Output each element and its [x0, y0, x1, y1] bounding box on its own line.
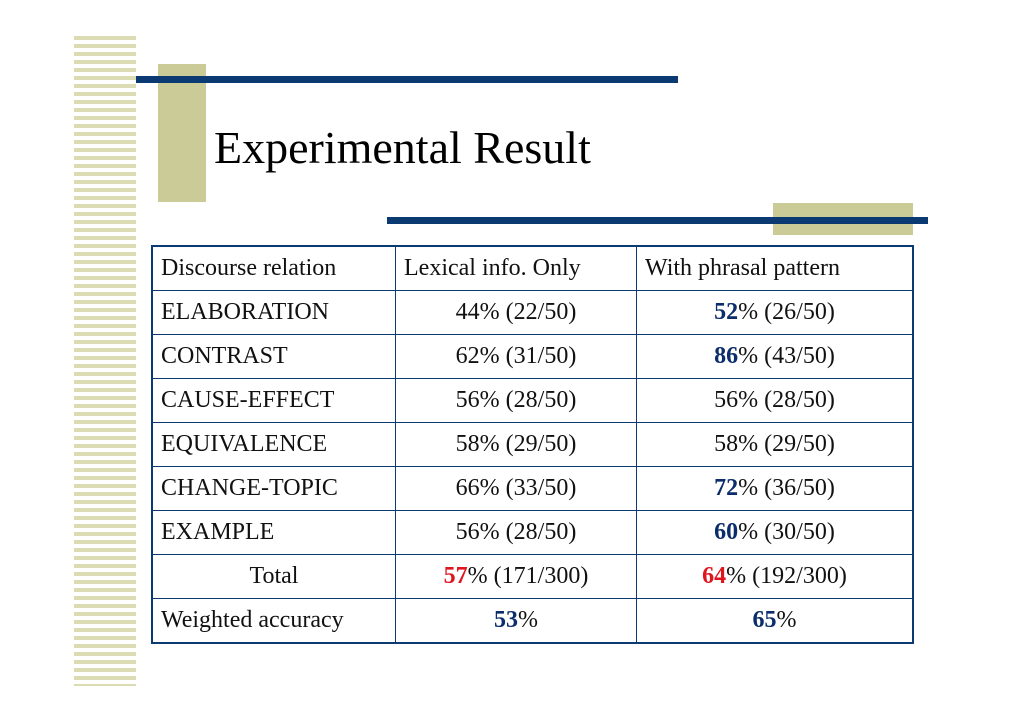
phrasal-rest: 56% (28/50) [714, 387, 835, 413]
header-discourse-relation: Discourse relation [151, 245, 396, 291]
table-row: CONTRAST 62% (31/50) 86% (43/50) [151, 334, 914, 379]
phrasal-cell: 56% (28/50) [636, 378, 914, 423]
lexical-cell: 56% (28/50) [395, 378, 637, 423]
total-lexical-cell: 57% (171/300) [395, 554, 637, 599]
lexical-cell: 44% (22/50) [395, 290, 637, 335]
table-row: ELABORATION 44% (22/50) 52% (26/50) [151, 290, 914, 335]
phrasal-cell: 86% (43/50) [636, 334, 914, 379]
total-lexical-bold-value: 57 [443, 563, 468, 589]
relation-label: CHANGE-TOPIC [151, 466, 396, 511]
header-lexical: Lexical info. Only [395, 245, 637, 291]
total-lexical-rest: % (171/300) [467, 563, 589, 589]
weighted-label: Weighted accuracy [151, 598, 396, 644]
relation-label: EXAMPLE [151, 510, 396, 555]
table-row: CAUSE-EFFECT 56% (28/50) 56% (28/50) [151, 378, 914, 423]
phrasal-cell: 58% (29/50) [636, 422, 914, 467]
decorative-stripes [74, 36, 136, 686]
decorative-block-left [158, 64, 206, 202]
table-row: EXAMPLE 56% (28/50) 60% (30/50) [151, 510, 914, 555]
weighted-phrasal-rest: % [776, 607, 797, 633]
table-header-row: Discourse relation Lexical info. Only Wi… [151, 245, 914, 291]
total-label: Total [151, 554, 396, 599]
relation-label: ELABORATION [151, 290, 396, 335]
phrasal-rest: % (30/50) [738, 519, 835, 545]
lexical-rest: 62% (31/50) [455, 343, 577, 369]
table-row: CHANGE-TOPIC 66% (33/50) 72% (36/50) [151, 466, 914, 511]
phrasal-cell: 60% (30/50) [636, 510, 914, 555]
relation-label: CONTRAST [151, 334, 396, 379]
weighted-lexical-bold-value: 53 [494, 607, 518, 633]
lexical-cell: 56% (28/50) [395, 510, 637, 555]
slide-title: Experimental Result [214, 122, 591, 173]
phrasal-rest: % (43/50) [738, 343, 835, 369]
lexical-cell: 66% (33/50) [395, 466, 637, 511]
lexical-rest: 56% (28/50) [455, 387, 577, 413]
phrasal-cell: 52% (26/50) [636, 290, 914, 335]
header-phrasal: With phrasal pattern [636, 245, 914, 291]
phrasal-bold-value: 52 [714, 299, 739, 325]
results-table: Discourse relation Lexical info. Only Wi… [151, 245, 914, 644]
total-phrasal-rest: % (192/300) [726, 563, 847, 589]
lexical-cell: 58% (29/50) [395, 422, 637, 467]
decorative-line-top [136, 76, 678, 83]
relation-label: CAUSE-EFFECT [151, 378, 396, 423]
table-row: EQUIVALENCE 58% (29/50) 58% (29/50) [151, 422, 914, 467]
weighted-lexical-rest: % [518, 607, 538, 633]
lexical-rest: 56% (28/50) [455, 519, 577, 545]
total-phrasal-bold-value: 64 [702, 563, 727, 589]
total-row: Total 57% (171/300) 64% (192/300) [151, 554, 914, 599]
lexical-rest: 58% (29/50) [455, 431, 577, 457]
weighted-phrasal-bold-value: 65 [752, 607, 777, 633]
lexical-rest: 66% (33/50) [455, 475, 577, 501]
lexical-rest: 44% (22/50) [455, 299, 577, 325]
total-phrasal-cell: 64% (192/300) [636, 554, 914, 599]
phrasal-bold-value: 60 [714, 519, 739, 545]
phrasal-bold-value: 86 [714, 343, 739, 369]
weighted-phrasal-cell: 65% [636, 598, 914, 644]
relation-label: EQUIVALENCE [151, 422, 396, 467]
phrasal-rest: % (26/50) [738, 299, 835, 325]
phrasal-cell: 72% (36/50) [636, 466, 914, 511]
phrasal-bold-value: 72 [714, 475, 739, 501]
weighted-accuracy-row: Weighted accuracy 53% 65% [151, 598, 914, 644]
weighted-lexical-cell: 53% [395, 598, 637, 644]
lexical-cell: 62% (31/50) [395, 334, 637, 379]
phrasal-rest: % (36/50) [738, 475, 835, 501]
phrasal-rest: 58% (29/50) [714, 431, 835, 457]
decorative-line-bottom [387, 217, 928, 224]
